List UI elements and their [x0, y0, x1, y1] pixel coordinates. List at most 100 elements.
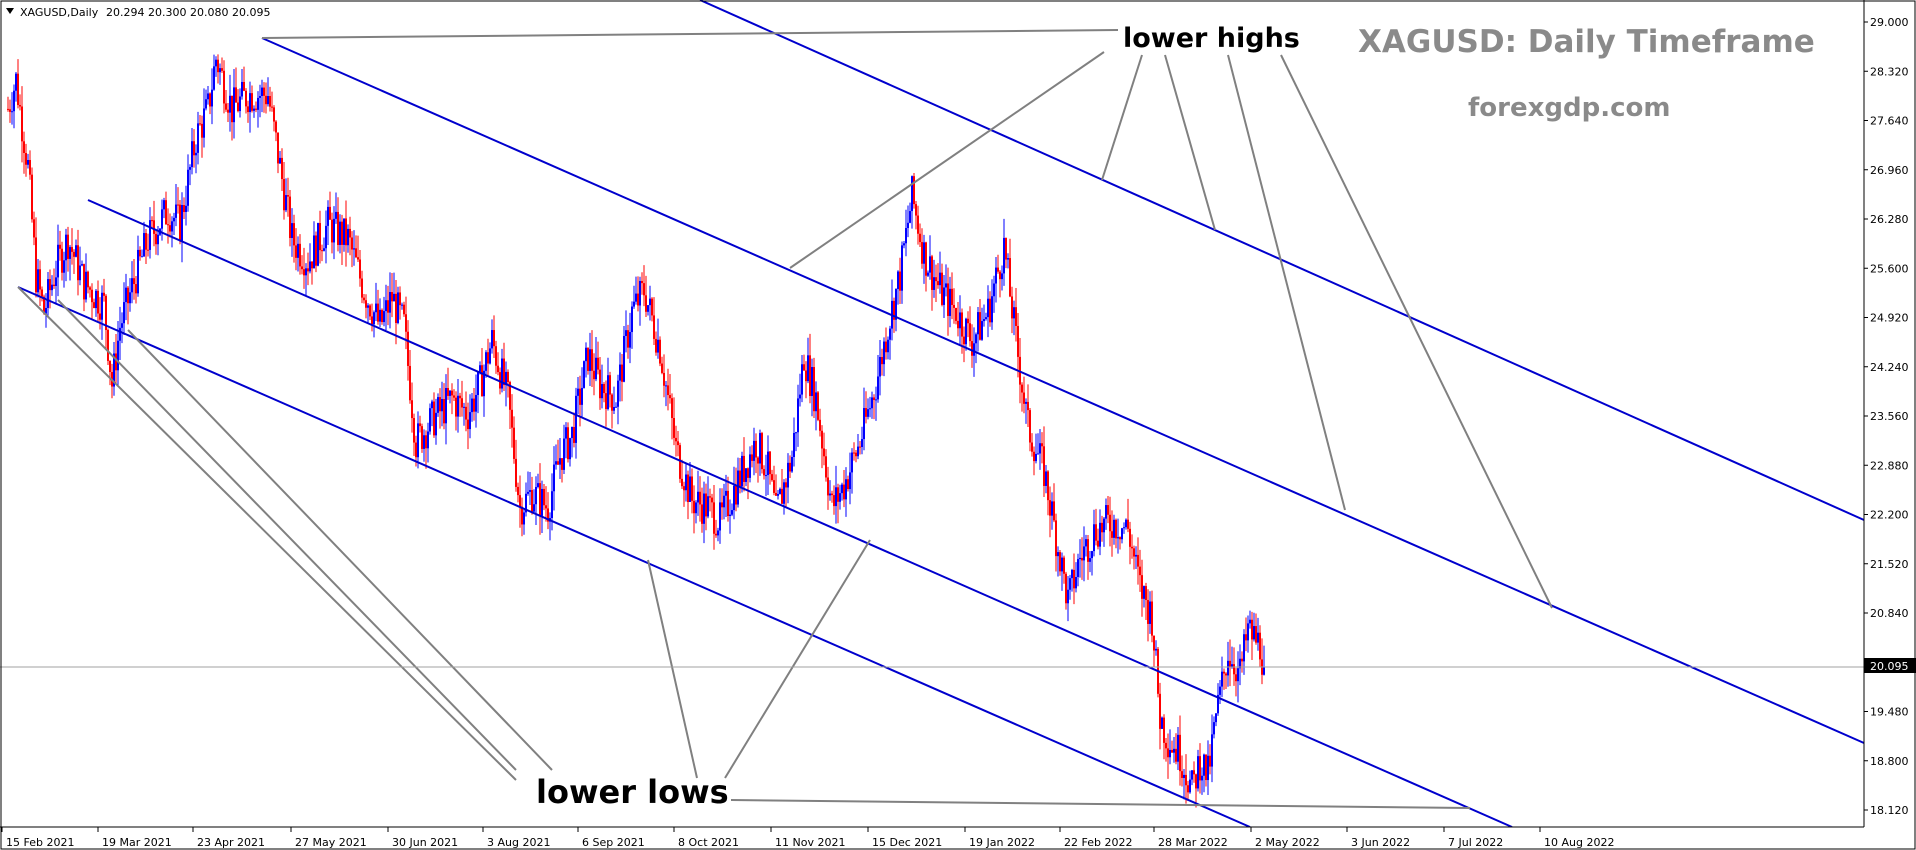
candle-down: [955, 307, 957, 321]
price-axis-background: [1864, 0, 1916, 850]
candle-up: [527, 491, 529, 494]
x-tick-label: 8 Oct 2021: [678, 836, 739, 849]
candle-up: [51, 284, 53, 291]
candle-down: [439, 397, 441, 412]
candle-down: [225, 103, 227, 110]
candle-up: [95, 290, 97, 309]
candle-up: [1211, 734, 1213, 767]
candle-up: [993, 283, 995, 297]
candle-down: [165, 200, 167, 225]
candle-down: [727, 490, 729, 517]
candle-up: [215, 59, 217, 67]
candle-up: [901, 245, 903, 291]
candle-up: [635, 293, 637, 302]
candle-up: [601, 384, 603, 399]
candle-up: [1093, 524, 1095, 552]
annotation-pointer-line: [789, 51, 1105, 269]
candle-down: [743, 455, 745, 482]
candle-down: [459, 395, 461, 399]
candle-down: [151, 220, 153, 222]
candle-up: [815, 392, 817, 412]
candle-down: [405, 314, 407, 332]
candle-down: [769, 451, 771, 475]
candle-down: [1023, 392, 1025, 404]
candle-up: [161, 209, 163, 229]
candle-up: [879, 356, 881, 377]
channel-line[interactable]: [87, 199, 1513, 828]
candle-down: [1131, 546, 1133, 549]
candle-down: [269, 96, 271, 107]
candle-up: [987, 298, 989, 318]
candle-up: [397, 292, 399, 323]
candle-up: [563, 438, 565, 470]
candle-down: [275, 121, 277, 133]
candle-up: [141, 256, 143, 258]
candle-down: [511, 409, 513, 428]
candle-up: [1219, 686, 1221, 695]
candle-up: [401, 304, 403, 306]
candle-up: [829, 493, 831, 496]
candle-down: [513, 427, 515, 459]
annotation-pointer-line: [730, 799, 1471, 809]
candle-down: [821, 430, 823, 449]
candle-down: [425, 435, 427, 449]
candle-up: [619, 364, 621, 381]
candle-down: [1059, 552, 1061, 572]
candle-down: [509, 382, 511, 410]
candle-down: [415, 442, 417, 458]
candle-up: [807, 355, 809, 382]
candle-down: [755, 440, 757, 458]
candle-down: [827, 477, 829, 496]
candle-down: [967, 318, 969, 324]
candle-down: [957, 320, 959, 329]
candle-down: [467, 419, 469, 430]
channel-line[interactable]: [699, 0, 1865, 521]
candle-up: [851, 452, 853, 473]
y-tick-label: 28.320: [1870, 65, 1909, 78]
candle-down: [721, 502, 723, 508]
candle-up: [291, 223, 293, 239]
channel-line[interactable]: [261, 37, 1865, 744]
candle-up: [233, 87, 235, 123]
candle-up: [1103, 518, 1105, 533]
candle-up: [615, 406, 617, 408]
candle-up: [229, 95, 231, 113]
candle-down: [669, 395, 671, 399]
candle-up: [607, 375, 609, 410]
channel-line[interactable]: [17, 286, 1251, 828]
candle-up: [191, 141, 193, 168]
candle-up: [973, 343, 975, 356]
candle-down: [155, 233, 157, 245]
x-tick-label: 10 Aug 2022: [1544, 836, 1614, 849]
candle-up: [801, 364, 803, 395]
candle-down: [419, 423, 421, 427]
candle-down: [1141, 575, 1143, 599]
candle-up: [1061, 557, 1063, 572]
candle-down: [1087, 539, 1089, 562]
candle-down: [1255, 626, 1257, 643]
candle-up: [529, 490, 531, 492]
candle-down: [609, 375, 611, 395]
candle-down: [59, 244, 61, 249]
candle-down: [301, 266, 303, 270]
candle-up: [137, 249, 139, 294]
current-price-label: 20.095: [1870, 660, 1909, 673]
candle-up: [505, 371, 507, 386]
candle-down: [763, 469, 765, 476]
candle-down: [813, 367, 815, 412]
candle-up: [949, 288, 951, 316]
y-tick-label: 24.240: [1870, 361, 1909, 374]
candle-down: [1147, 599, 1149, 624]
candle-down: [77, 245, 79, 281]
candle-up: [745, 468, 747, 482]
candle-up: [1067, 589, 1069, 604]
candle-up: [157, 234, 159, 245]
candle-up: [577, 388, 579, 396]
candle-down: [1063, 557, 1065, 574]
candle-down: [7, 108, 9, 110]
x-tick-label: 3 Aug 2021: [487, 836, 550, 849]
candle-up: [323, 248, 325, 251]
collapse-arrow-icon[interactable]: [6, 8, 14, 14]
